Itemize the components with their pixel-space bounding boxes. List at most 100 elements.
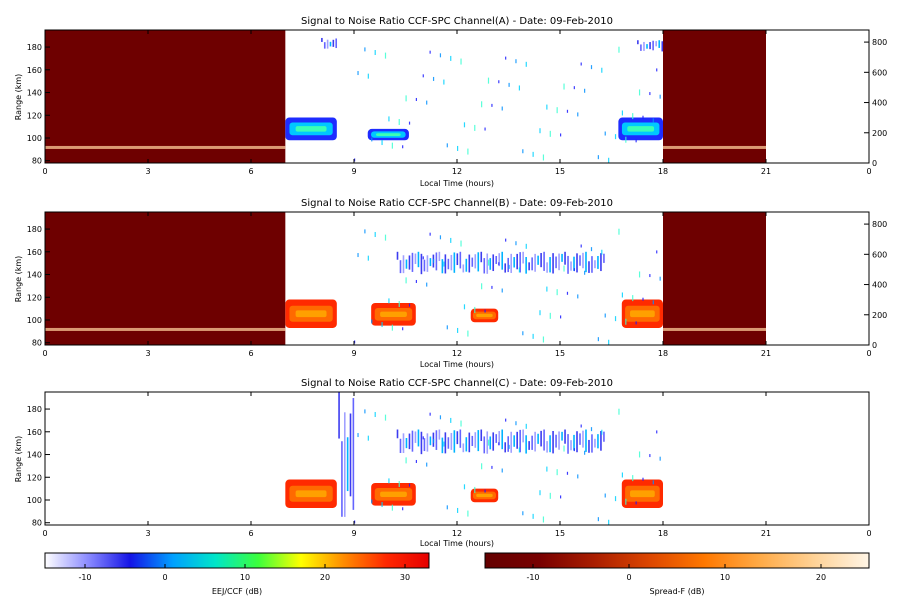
panel-a-x-tick-label-1: 3 [145,167,150,176]
panel-c-echo-4-speck-3 [405,438,408,449]
panel-a-echo-region-2 [618,117,663,141]
panel-c-speckle-43 [625,498,627,505]
panel-b-echo-4-speck-49 [543,251,545,271]
panel-b-speckle-7 [563,265,565,272]
panel-b-echo-4-speck-17 [447,258,450,270]
panel-b-echo-4-speck-62 [582,252,584,269]
colorbar-eej-label: EEJ/CCF (dB) [212,587,262,596]
panel-b-echo-0-core [295,310,327,318]
panel-a-speckle-48 [642,115,644,119]
panel-c-speckle-0 [354,520,356,524]
panel-a-speckle-53 [659,94,661,99]
panel-b-echo-4-speck-66 [594,260,596,269]
panel-b-echo-4-speck-9 [423,259,426,272]
panel-b-speckle-67 [460,240,462,247]
panel-c-speckle-27 [632,475,634,482]
panel-c-speckle-33 [590,427,593,432]
panel-c-speckle-23 [556,469,558,476]
panel-c-echo-4-speck-51 [549,435,551,453]
panel-c-speckle-8 [505,418,507,422]
panel-b-echo-4-speck-63 [585,251,587,273]
panel-a-saturated-streak-0 [45,145,286,149]
panel-b-echo-2-core [476,313,493,318]
panel-b-echo-4-speck-42 [522,251,524,264]
panel-b-echo-4-speck-13 [435,252,438,271]
panel-b-right-tick-label-3: 600 [872,250,887,259]
colorbar-eej-ticks: -10 0 10 20 30 [78,564,410,582]
panel-b-echo-region-0 [285,299,337,328]
panel-a-speckle-47 [391,142,393,149]
panel-a-speckle-34 [532,151,534,157]
panel-a-speckle-44 [566,109,569,113]
panel-b-echo-4-speck-7 [417,251,420,268]
panel-a-echo-3-speck-7 [658,40,661,48]
panel-b-speckle-60 [560,315,562,319]
panel-b-speckle-22 [614,316,617,322]
panel-b-echo-4-speck-21 [459,251,462,269]
panel-c-echo-4-speck-46 [534,431,536,452]
panel-b-speckle-21 [364,229,366,234]
panel-c-speckle-37 [357,433,359,438]
panel-a-speckle-36 [415,97,417,101]
panel-b: Signal to Noise Ratio CCF-SPC Channel(B)… [14,198,887,369]
panel-a-speckle-67 [460,58,462,65]
panel-b-speckle-66 [518,267,520,273]
panel-b-saturated-block-0 [45,212,286,345]
panel-c-speckle-63 [384,414,387,421]
panel-a-speckle-17 [597,155,599,160]
panel-a-speckle-62 [443,79,445,85]
panel-c-y-tick-label-5: 180 [27,405,42,414]
panel-a-x-tick-label-4: 12 [452,167,462,176]
panel-b-speckle-14 [463,304,466,310]
panel-a-speckle-50 [525,61,527,67]
panel-b-speckle-3 [487,259,490,266]
panel-b-speckle-15 [405,277,407,284]
panel-c-echo-4-speck-50 [546,441,548,453]
panel-a-echo-3-speck-6 [655,41,657,47]
panel-c-x-tick-label-8: 0 [866,529,871,538]
panel-b-speckle-5 [371,319,373,324]
panel-c-speckle-62 [443,441,445,447]
colorbar-spread-f-ticks: -10 0 10 20 [526,564,826,582]
panel-c-echo-4-speck-8 [420,431,423,455]
colorbar-spread-f-gradient [484,552,870,569]
panel-c-echo-region-0 [285,479,337,508]
panel-b-speckle-17 [597,337,599,342]
panel-c-echo-region-2 [470,488,499,503]
panel-b-echo-4-speck-59 [573,256,575,271]
panel-b-y-ticks: 80 100 120 140 160 180 [27,225,50,348]
panel-c-echo-5-speck-3 [346,437,349,492]
panel-c-echo-4-speck-28 [480,429,483,441]
panel-c-echo-4-speck-45 [531,435,533,450]
panel-b-echo-4-speck-57 [567,255,569,274]
panel-c-echo-5-speck-5 [352,398,355,510]
panel-b-speckle-33 [590,247,593,252]
panel-a-y-tick-label-0: 80 [32,157,42,166]
panel-b-speckle-23 [556,289,558,296]
panel-c-echo-4-speck-20 [456,431,459,445]
panel-a-speckle-59 [618,46,620,53]
panel-c-echo-4-speck-14 [438,429,441,440]
panel-c-speckle-47 [391,504,393,511]
panel-b-echo-4-speck-35 [501,251,504,270]
panel-c-speckle-20 [422,436,424,440]
panel-a-right-tick-label-2: 400 [872,99,887,108]
panel-a-speckle-27 [632,113,634,120]
panel-a-speckle-61 [501,106,503,111]
panel-b-echo-4-speck-34 [498,253,501,267]
panel-c-y-tick-label-2: 120 [27,473,42,482]
panel-c-y-tick-label-4: 160 [27,428,42,437]
panel-a-speckle-33 [590,65,593,70]
panel-b-echo-3-core [630,310,655,318]
panel-c-speckle-44 [566,471,569,475]
panel-c-speckle-58 [367,435,369,441]
panel-c-speckle-9 [446,505,448,510]
panel-b-echo-4-speck-46 [534,253,536,272]
panel-a-speckle-11 [638,89,641,96]
panel-c-y-tick-label-0: 80 [32,519,42,528]
panel-b-speckle-42 [374,232,376,238]
panel-b-echo-4-speck-68 [600,253,602,272]
panel-b-speckle-58 [367,255,369,261]
panel-a-right-tick-label-1: 200 [872,129,887,138]
panel-c-speckle-18 [539,490,541,496]
